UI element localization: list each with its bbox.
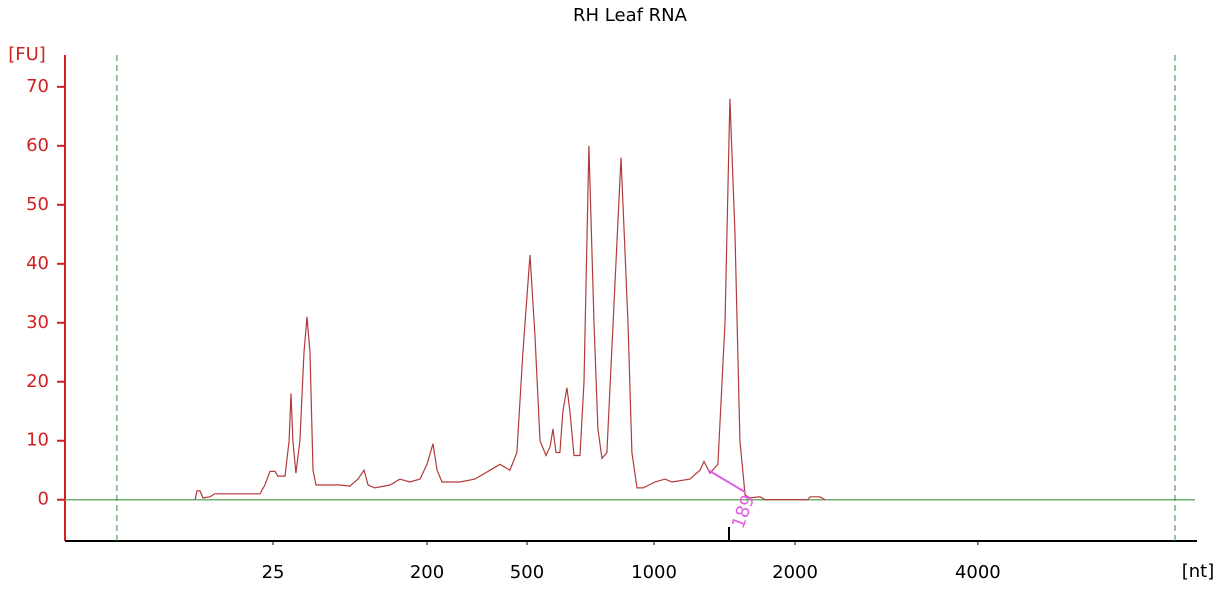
y-tick-label: 0 xyxy=(38,489,49,510)
y-tick-label: 70 xyxy=(26,76,49,97)
annotation-pointer xyxy=(707,469,746,493)
x-tick-label: 200 xyxy=(410,562,444,583)
x-tick-label: 500 xyxy=(510,562,544,583)
x-axis-label: [nt] xyxy=(1182,561,1215,582)
y-tick-label: 30 xyxy=(26,312,49,333)
y-axis-label: [FU] xyxy=(8,44,46,65)
chart-title: RH Leaf RNA xyxy=(573,5,688,26)
x-tick-label: 4000 xyxy=(955,562,1001,583)
y-tick-label: 10 xyxy=(26,430,49,451)
y-tick-label: 60 xyxy=(26,135,49,156)
y-tick-label: 50 xyxy=(26,194,49,215)
x-tick-label: 2000 xyxy=(772,562,818,583)
trace xyxy=(194,98,826,501)
y-tick-label: 20 xyxy=(26,371,49,392)
x-tick-label: 1000 xyxy=(631,562,677,583)
x-tick-label: 25 xyxy=(262,562,285,583)
annotation: 189 xyxy=(728,492,759,531)
y-tick-label: 40 xyxy=(26,253,49,274)
